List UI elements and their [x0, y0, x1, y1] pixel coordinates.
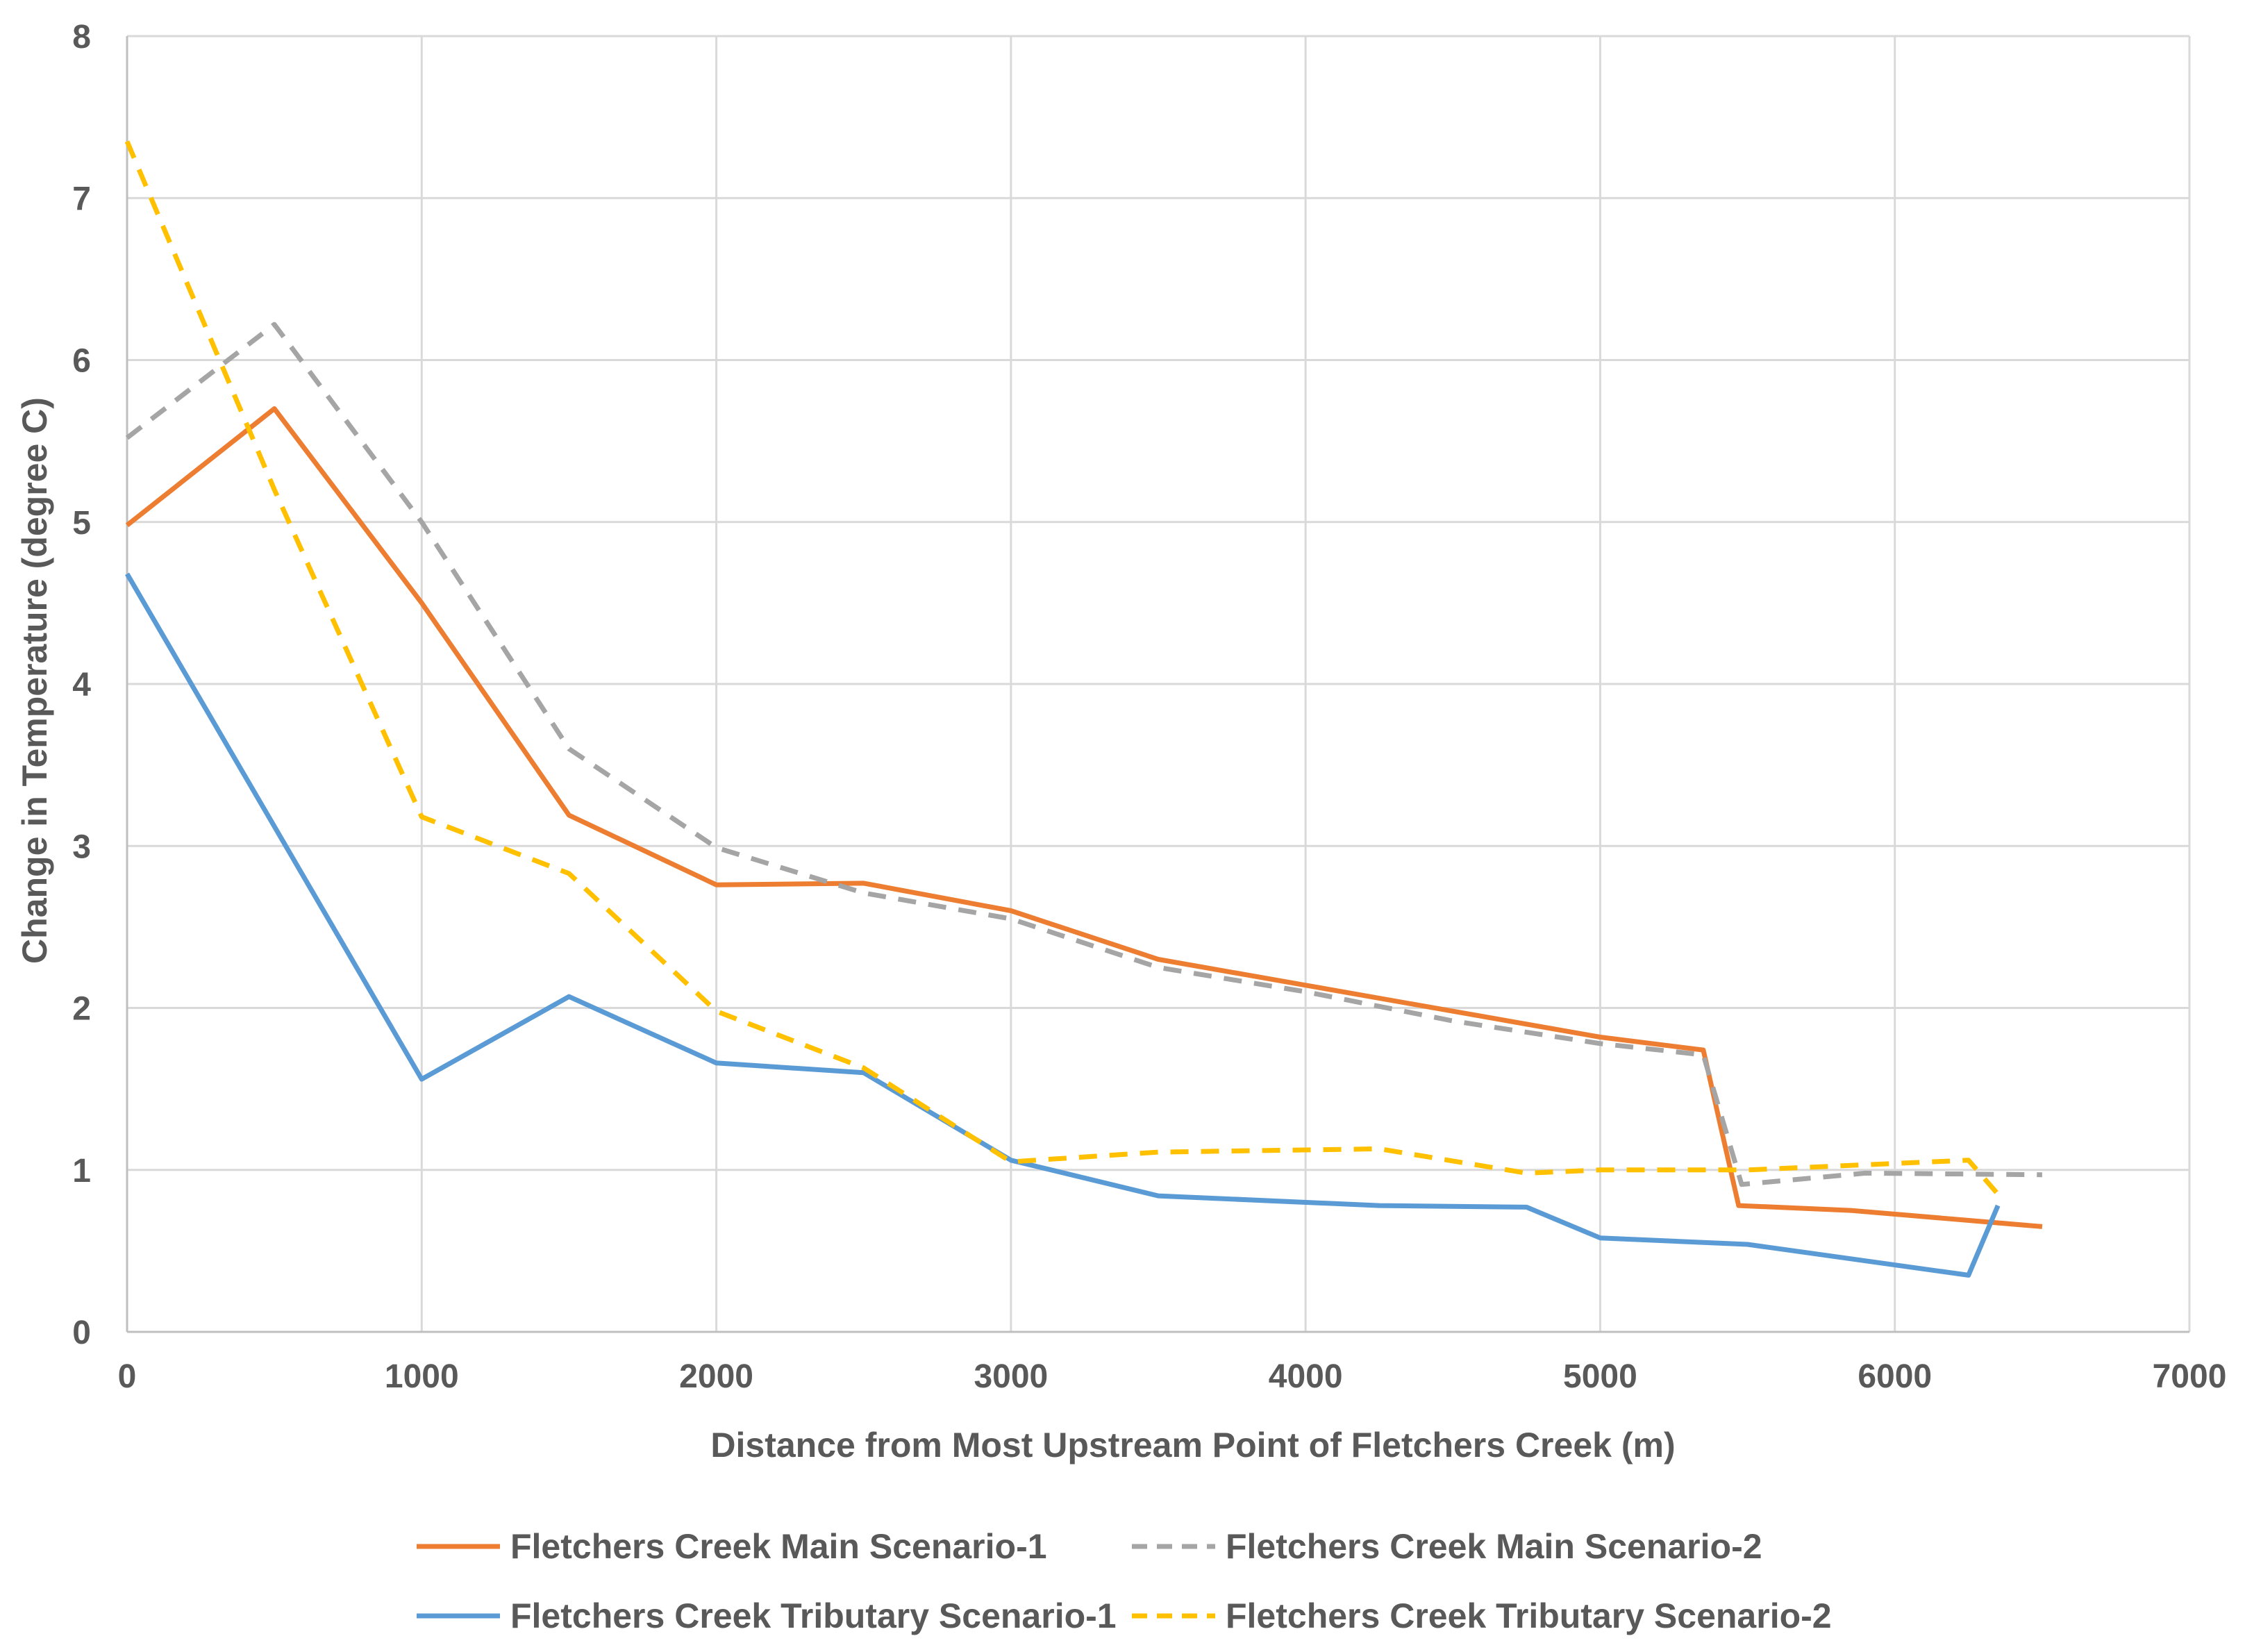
y-axis-title: Change in Temperature (degree C) — [15, 397, 54, 964]
gridlines — [126, 35, 2191, 1333]
x-tick-label-1000: 1000 — [385, 1358, 459, 1395]
legend-label-main-s1: Fletchers Creek Main Scenario-1 — [510, 1527, 1047, 1566]
plot-axes — [126, 36, 2189, 1333]
x-tick-label-3000: 3000 — [974, 1358, 1048, 1395]
legend-item-main-s2: Fletchers Creek Main Scenario-2 — [1132, 1527, 1762, 1566]
y-tick-label-0: 0 — [72, 1315, 91, 1351]
series-lines — [124, 140, 2043, 1278]
series-line-tributary-scenario-2 — [124, 140, 2000, 1196]
x-tick-label-5000: 5000 — [1563, 1358, 1637, 1395]
tick-labels: 0 1 2 3 4 5 6 7 8 0 1000 2000 3000 4000 5000 6000 7000 — [72, 19, 2226, 1395]
y-tick-label-3: 3 — [72, 828, 91, 865]
y-tick-label-1: 1 — [72, 1153, 91, 1190]
legend-item-trib-s1: Fletchers Creek Tributary Scenario-1 — [417, 1596, 1117, 1635]
x-axis-title: Distance from Most Upstream Point of Fle… — [710, 1426, 1675, 1465]
series-line-main-scenario-2 — [125, 322, 2042, 1187]
legend-label-main-s2: Fletchers Creek Main Scenario-2 — [1226, 1527, 1762, 1566]
x-tick-label-4000: 4000 — [1269, 1358, 1343, 1395]
legend-item-trib-s2: Fletchers Creek Tributary Scenario-2 — [1132, 1596, 1832, 1635]
y-tick-label-6: 6 — [72, 343, 91, 380]
legend-label-trib-s2: Fletchers Creek Tributary Scenario-2 — [1226, 1596, 1832, 1635]
x-tick-label-6000: 6000 — [1858, 1358, 1932, 1395]
legend-label-trib-s1: Fletchers Creek Tributary Scenario-1 — [510, 1596, 1117, 1635]
y-tick-label-5: 5 — [72, 505, 91, 542]
y-tick-label-2: 2 — [72, 991, 91, 1028]
series-line-tributary-scenario-1 — [124, 572, 2001, 1278]
x-tick-label-7000: 7000 — [2153, 1358, 2227, 1395]
y-tick-label-8: 8 — [72, 19, 91, 56]
y-tick-label-7: 7 — [72, 181, 91, 217]
y-tick-label-4: 4 — [72, 667, 91, 703]
series-line-main-scenario-1 — [125, 406, 2043, 1229]
legend-item-main-s1: Fletchers Creek Main Scenario-1 — [417, 1527, 1047, 1566]
legend: Fletchers Creek Main Scenario-1 Fletcher… — [417, 1527, 1832, 1635]
x-tick-label-2000: 2000 — [679, 1358, 753, 1395]
x-tick-label-0: 0 — [118, 1358, 137, 1395]
